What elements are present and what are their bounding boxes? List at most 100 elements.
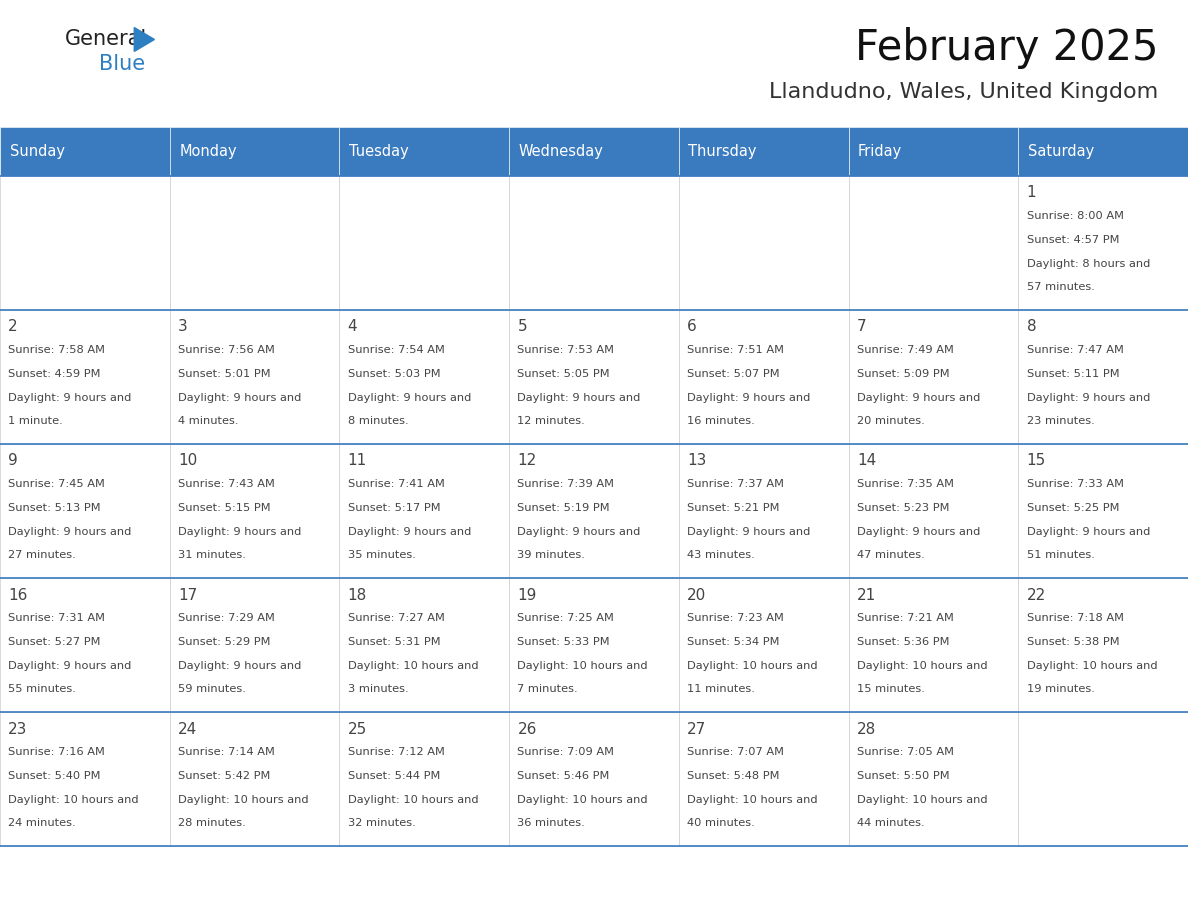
Text: Sunrise: 7:09 AM: Sunrise: 7:09 AM bbox=[518, 747, 614, 757]
Text: Sunset: 5:21 PM: Sunset: 5:21 PM bbox=[687, 503, 779, 513]
Text: 7 minutes.: 7 minutes. bbox=[518, 684, 579, 694]
Text: Thursday: Thursday bbox=[688, 144, 757, 159]
Bar bbox=[1018, 712, 1188, 846]
Bar bbox=[340, 310, 510, 444]
Text: 44 minutes.: 44 minutes. bbox=[857, 818, 924, 828]
Text: 39 minutes.: 39 minutes. bbox=[518, 550, 586, 560]
Bar bbox=[510, 712, 678, 846]
Text: Sunrise: 8:00 AM: Sunrise: 8:00 AM bbox=[1026, 211, 1124, 221]
Text: 14: 14 bbox=[857, 453, 876, 468]
Text: Daylight: 9 hours and: Daylight: 9 hours and bbox=[8, 661, 132, 671]
Bar bbox=[170, 310, 340, 444]
Text: Sunrise: 7:27 AM: Sunrise: 7:27 AM bbox=[348, 613, 444, 623]
Text: 16 minutes.: 16 minutes. bbox=[687, 416, 754, 426]
Text: Daylight: 10 hours and: Daylight: 10 hours and bbox=[348, 661, 479, 671]
Text: 1: 1 bbox=[1026, 185, 1036, 200]
Bar bbox=[510, 444, 678, 578]
Text: Sunset: 5:09 PM: Sunset: 5:09 PM bbox=[857, 369, 949, 379]
Text: Sunset: 5:42 PM: Sunset: 5:42 PM bbox=[178, 771, 271, 781]
Text: 24 minutes.: 24 minutes. bbox=[8, 818, 76, 828]
Text: Sunset: 5:25 PM: Sunset: 5:25 PM bbox=[1026, 503, 1119, 513]
Text: 27: 27 bbox=[687, 722, 707, 736]
Text: 47 minutes.: 47 minutes. bbox=[857, 550, 924, 560]
Text: 15 minutes.: 15 minutes. bbox=[857, 684, 924, 694]
Text: Daylight: 9 hours and: Daylight: 9 hours and bbox=[518, 527, 640, 537]
Bar bbox=[0, 712, 170, 846]
Bar bbox=[678, 310, 848, 444]
Text: Daylight: 9 hours and: Daylight: 9 hours and bbox=[348, 527, 472, 537]
Text: Friday: Friday bbox=[858, 144, 903, 159]
Text: Sunset: 5:48 PM: Sunset: 5:48 PM bbox=[687, 771, 779, 781]
Bar bbox=[1018, 444, 1188, 578]
Text: 24: 24 bbox=[178, 722, 197, 736]
Text: Sunrise: 7:25 AM: Sunrise: 7:25 AM bbox=[518, 613, 614, 623]
Text: Sunset: 5:38 PM: Sunset: 5:38 PM bbox=[1026, 637, 1119, 647]
Text: Daylight: 9 hours and: Daylight: 9 hours and bbox=[518, 393, 640, 403]
Bar bbox=[678, 176, 848, 310]
Text: 19: 19 bbox=[518, 588, 537, 602]
Bar bbox=[0, 310, 170, 444]
Text: Daylight: 9 hours and: Daylight: 9 hours and bbox=[8, 393, 132, 403]
Text: 3: 3 bbox=[178, 319, 188, 334]
Bar bbox=[340, 578, 510, 712]
Bar bbox=[678, 127, 848, 176]
Text: Sunset: 5:15 PM: Sunset: 5:15 PM bbox=[178, 503, 271, 513]
Text: 4: 4 bbox=[348, 319, 358, 334]
Text: 7: 7 bbox=[857, 319, 866, 334]
Text: Daylight: 9 hours and: Daylight: 9 hours and bbox=[857, 393, 980, 403]
Text: Daylight: 9 hours and: Daylight: 9 hours and bbox=[687, 393, 810, 403]
Text: Daylight: 10 hours and: Daylight: 10 hours and bbox=[348, 795, 479, 805]
Text: Daylight: 10 hours and: Daylight: 10 hours and bbox=[8, 795, 139, 805]
Text: Sunrise: 7:47 AM: Sunrise: 7:47 AM bbox=[1026, 345, 1124, 355]
Text: Sunrise: 7:07 AM: Sunrise: 7:07 AM bbox=[687, 747, 784, 757]
Text: Sunrise: 7:16 AM: Sunrise: 7:16 AM bbox=[8, 747, 106, 757]
Text: 10: 10 bbox=[178, 453, 197, 468]
Bar bbox=[1018, 310, 1188, 444]
Text: 43 minutes.: 43 minutes. bbox=[687, 550, 754, 560]
Text: Sunset: 5:44 PM: Sunset: 5:44 PM bbox=[348, 771, 440, 781]
Bar bbox=[170, 712, 340, 846]
Bar bbox=[678, 578, 848, 712]
Text: 18: 18 bbox=[348, 588, 367, 602]
Text: 35 minutes.: 35 minutes. bbox=[348, 550, 416, 560]
Text: Sunset: 4:59 PM: Sunset: 4:59 PM bbox=[8, 369, 101, 379]
Text: Daylight: 9 hours and: Daylight: 9 hours and bbox=[8, 527, 132, 537]
Text: 16: 16 bbox=[8, 588, 27, 602]
Text: Daylight: 9 hours and: Daylight: 9 hours and bbox=[178, 393, 302, 403]
Text: Sunset: 4:57 PM: Sunset: 4:57 PM bbox=[1026, 235, 1119, 245]
Text: 8: 8 bbox=[1026, 319, 1036, 334]
Text: Wednesday: Wednesday bbox=[519, 144, 604, 159]
Text: 23: 23 bbox=[8, 722, 27, 736]
Text: 6: 6 bbox=[687, 319, 697, 334]
Bar bbox=[0, 578, 170, 712]
Text: Daylight: 10 hours and: Daylight: 10 hours and bbox=[518, 661, 649, 671]
Text: Sunrise: 7:43 AM: Sunrise: 7:43 AM bbox=[178, 479, 274, 489]
Bar bbox=[170, 176, 340, 310]
Text: Sunrise: 7:21 AM: Sunrise: 7:21 AM bbox=[857, 613, 954, 623]
Text: Daylight: 10 hours and: Daylight: 10 hours and bbox=[687, 661, 817, 671]
Text: Daylight: 9 hours and: Daylight: 9 hours and bbox=[687, 527, 810, 537]
Text: 20 minutes.: 20 minutes. bbox=[857, 416, 924, 426]
Text: 21: 21 bbox=[857, 588, 876, 602]
Text: 9: 9 bbox=[8, 453, 18, 468]
Bar bbox=[1018, 176, 1188, 310]
Bar bbox=[848, 127, 1018, 176]
Text: 40 minutes.: 40 minutes. bbox=[687, 818, 754, 828]
Text: 11 minutes.: 11 minutes. bbox=[687, 684, 756, 694]
Text: 31 minutes.: 31 minutes. bbox=[178, 550, 246, 560]
Text: Llandudno, Wales, United Kingdom: Llandudno, Wales, United Kingdom bbox=[769, 82, 1158, 102]
Bar bbox=[1018, 127, 1188, 176]
Text: 20: 20 bbox=[687, 588, 707, 602]
Text: Sunset: 5:19 PM: Sunset: 5:19 PM bbox=[518, 503, 611, 513]
Bar bbox=[848, 712, 1018, 846]
Text: Daylight: 9 hours and: Daylight: 9 hours and bbox=[178, 527, 302, 537]
Text: 4 minutes.: 4 minutes. bbox=[178, 416, 239, 426]
Text: February 2025: February 2025 bbox=[855, 27, 1158, 69]
Text: 22: 22 bbox=[1026, 588, 1045, 602]
Bar bbox=[848, 176, 1018, 310]
Bar bbox=[170, 127, 340, 176]
Text: 57 minutes.: 57 minutes. bbox=[1026, 282, 1094, 292]
Bar bbox=[510, 176, 678, 310]
Bar bbox=[170, 444, 340, 578]
Text: Sunset: 5:36 PM: Sunset: 5:36 PM bbox=[857, 637, 949, 647]
